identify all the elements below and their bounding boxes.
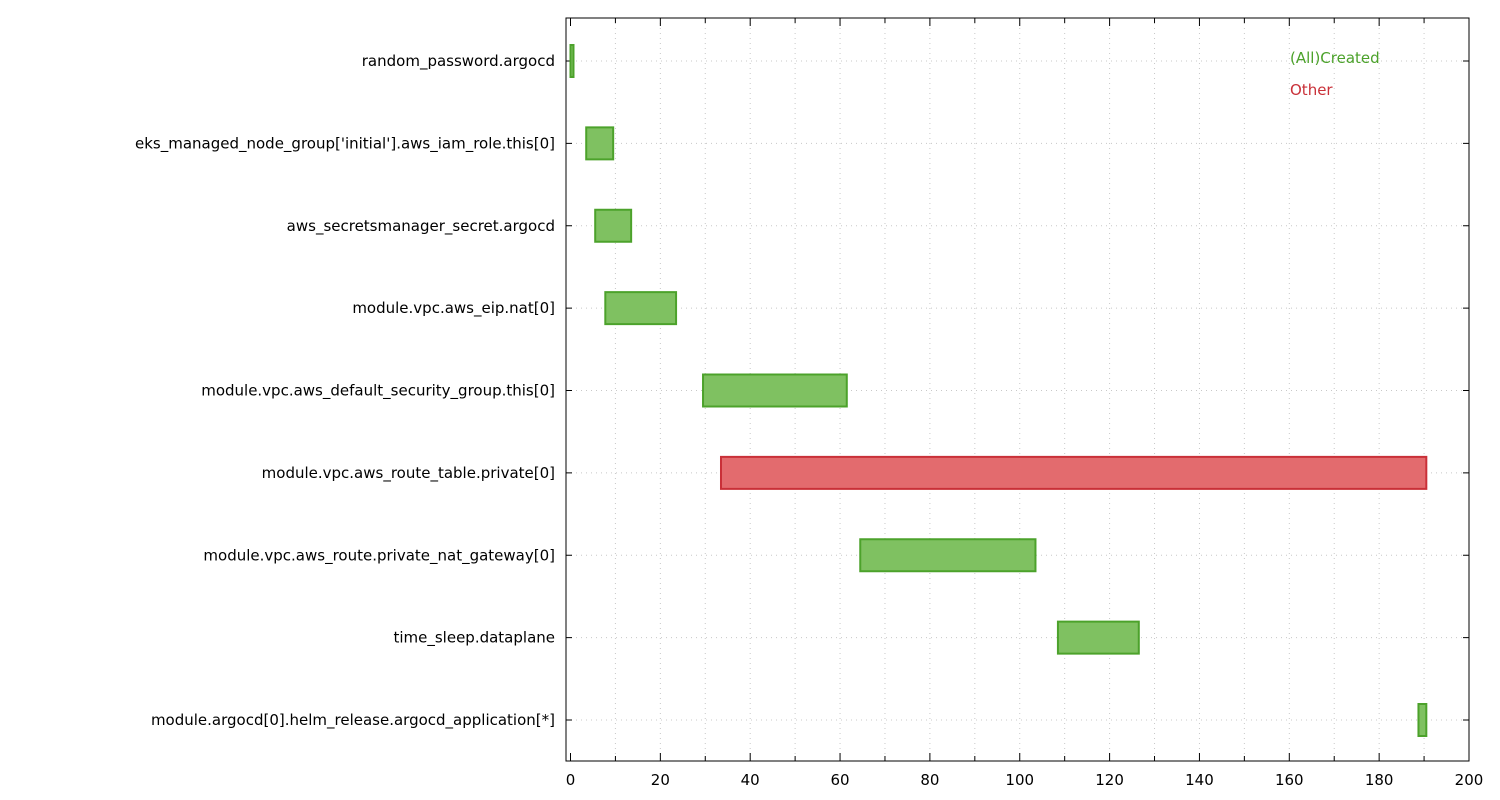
task-label: module.vpc.aws_eip.nat[0] — [352, 299, 555, 318]
legend-entry: Other — [1290, 81, 1333, 99]
x-tick-label: 180 — [1365, 771, 1394, 789]
task-bar — [1056, 620, 1140, 655]
task-bar — [1417, 703, 1428, 737]
plot-border — [565, 17, 1470, 762]
task-bar — [859, 538, 1037, 573]
task-label: eks_managed_node_group['initial'].aws_ia… — [135, 134, 555, 153]
x-tick-label: 200 — [1455, 771, 1484, 789]
task-bar — [719, 455, 1428, 490]
legend-entry: (All)Created — [1290, 49, 1380, 67]
x-tick-label: 120 — [1095, 771, 1124, 789]
task-bar — [594, 208, 633, 243]
x-tick-label: 160 — [1275, 771, 1304, 789]
task-label: module.argocd[0].helm_release.argocd_app… — [151, 711, 555, 730]
task-bar — [604, 291, 678, 326]
x-tick-label: 100 — [1005, 771, 1034, 789]
x-tick-label: 40 — [741, 771, 760, 789]
x-tick-label: 140 — [1185, 771, 1214, 789]
task-bar — [585, 126, 615, 161]
x-tick-label: 60 — [830, 771, 849, 789]
task-label: time_sleep.dataplane — [393, 629, 555, 648]
task-label: aws_secretsmanager_secret.argocd — [287, 217, 555, 236]
x-tick-label: 20 — [651, 771, 670, 789]
task-label: module.vpc.aws_default_security_group.th… — [201, 382, 555, 401]
x-tick-label: 0 — [566, 771, 576, 789]
x-tick-label: 80 — [920, 771, 939, 789]
task-bar — [702, 373, 848, 408]
task-label: random_password.argocd — [362, 52, 555, 71]
task-bar — [569, 44, 575, 78]
task-label: module.vpc.aws_route.private_nat_gateway… — [203, 546, 555, 565]
task-label: module.vpc.aws_route_table.private[0] — [262, 464, 555, 483]
